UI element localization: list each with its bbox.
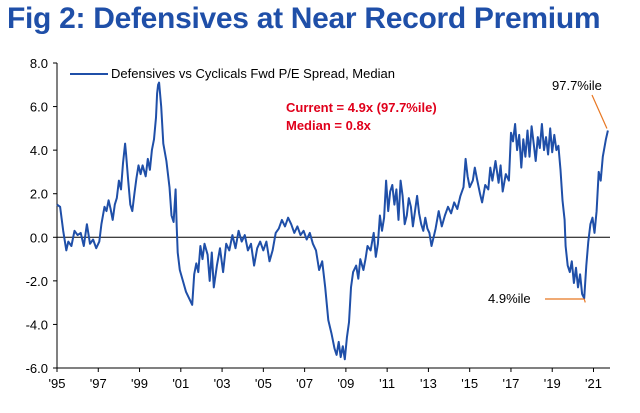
x-tick-label: '07 — [296, 376, 313, 391]
series-line — [56, 81, 609, 361]
y-tick-label: 2.0 — [30, 187, 48, 202]
x-tick-label: '09 — [337, 376, 354, 391]
annotations: 97.7%ile 4.9%ile — [488, 78, 608, 306]
annotation-low: 4.9%ile — [488, 291, 531, 306]
x-tick-label: '97 — [90, 376, 107, 391]
chart-title: Fig 2: Defensives at Near Record Premium — [7, 2, 601, 35]
x-tick-label: '99 — [131, 376, 148, 391]
annotation-high-arrow — [591, 94, 608, 129]
legend-label: Defensives vs Cyclicals Fwd P/E Spread, … — [111, 66, 395, 81]
annotation-low-arrow-v — [583, 298, 586, 303]
y-tick-label: 8.0 — [30, 56, 48, 71]
y-tick-label: 0.0 — [30, 230, 48, 245]
x-tick-label: '13 — [420, 376, 437, 391]
y-tick-label: 6.0 — [30, 100, 48, 115]
x-tick-label: '03 — [214, 376, 231, 391]
x-tick-label: '95 — [49, 376, 66, 391]
y-axis: 8.0 6.0 4.0 2.0 0.0 -2.0 -4.0 -6.0 — [26, 56, 57, 376]
x-tick-label: '05 — [255, 376, 272, 391]
x-tick-label: '17 — [502, 376, 519, 391]
series-group — [56, 81, 609, 361]
y-tick-label: -6.0 — [26, 361, 48, 376]
y-tick-label: -2.0 — [26, 274, 48, 289]
x-tick-label: '01 — [172, 376, 189, 391]
current-note: Current = 4.9x (97.7%ile) — [286, 100, 437, 115]
x-tick-label: '21 — [585, 376, 602, 391]
y-tick-label: -4.0 — [26, 317, 48, 332]
legend: Defensives vs Cyclicals Fwd P/E Spread, … — [70, 66, 395, 81]
y-tick-label: 4.0 — [30, 143, 48, 158]
notes: Current = 4.9x (97.7%ile) Median = 0.8x — [286, 100, 437, 133]
x-tick-label: '11 — [379, 376, 395, 391]
plot-frame — [56, 63, 610, 369]
x-tick-label: '15 — [461, 376, 478, 391]
annotation-high: 97.7%ile — [552, 78, 602, 93]
x-axis: '95 '97 '99 '01 '03 '05 '07 '09 '11 '13 '15 '17 '19 '… — [49, 368, 602, 391]
median-note: Median = 0.8x — [286, 118, 372, 133]
x-tick-label: '19 — [544, 376, 561, 391]
